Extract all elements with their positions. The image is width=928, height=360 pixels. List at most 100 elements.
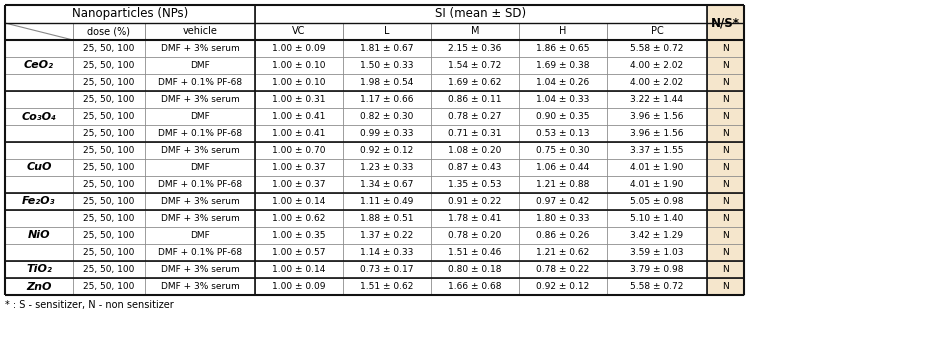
Text: 0.53 ± 0.13: 0.53 ± 0.13 bbox=[535, 129, 589, 138]
Bar bbox=[519, 40, 606, 57]
Bar bbox=[519, 278, 606, 295]
Bar bbox=[73, 40, 145, 57]
Text: 1.69 ± 0.62: 1.69 ± 0.62 bbox=[448, 78, 501, 87]
Text: 1.00 ± 0.62: 1.00 ± 0.62 bbox=[272, 214, 326, 223]
Bar bbox=[706, 40, 743, 57]
Bar bbox=[73, 91, 145, 108]
Bar bbox=[254, 227, 342, 244]
Bar bbox=[606, 74, 706, 91]
Bar bbox=[254, 142, 342, 159]
Text: 0.97 ± 0.42: 0.97 ± 0.42 bbox=[535, 197, 589, 206]
Bar bbox=[342, 210, 431, 227]
Bar bbox=[73, 227, 145, 244]
Bar bbox=[431, 227, 519, 244]
Bar bbox=[706, 278, 743, 295]
Text: 5.05 ± 0.98: 5.05 ± 0.98 bbox=[629, 197, 683, 206]
Bar bbox=[431, 261, 519, 278]
Bar bbox=[73, 57, 145, 74]
Bar bbox=[431, 210, 519, 227]
Bar bbox=[73, 159, 145, 176]
Text: DMF + 3% serum: DMF + 3% serum bbox=[161, 44, 239, 53]
Text: 0.73 ± 0.17: 0.73 ± 0.17 bbox=[360, 265, 413, 274]
Bar bbox=[5, 125, 73, 142]
Text: DMF: DMF bbox=[190, 112, 210, 121]
Bar bbox=[431, 261, 519, 278]
Text: 25, 50, 100: 25, 50, 100 bbox=[84, 197, 135, 206]
Bar bbox=[254, 142, 342, 159]
Bar bbox=[431, 142, 519, 159]
Text: vehicle: vehicle bbox=[183, 27, 217, 36]
Text: 1.17 ± 0.66: 1.17 ± 0.66 bbox=[360, 95, 413, 104]
Text: 4.00 ± 2.02: 4.00 ± 2.02 bbox=[630, 78, 683, 87]
Bar bbox=[5, 108, 73, 125]
Bar bbox=[706, 5, 743, 40]
Bar bbox=[519, 23, 606, 40]
Bar bbox=[5, 193, 73, 210]
Bar bbox=[606, 108, 706, 125]
Bar bbox=[254, 91, 342, 108]
Bar bbox=[5, 40, 73, 57]
Bar bbox=[73, 227, 145, 244]
Bar bbox=[606, 176, 706, 193]
Bar bbox=[431, 40, 519, 57]
Bar bbox=[431, 176, 519, 193]
Text: 25, 50, 100: 25, 50, 100 bbox=[84, 214, 135, 223]
Bar bbox=[606, 244, 706, 261]
Bar bbox=[706, 108, 743, 125]
Bar bbox=[431, 74, 519, 91]
Text: 1.11 ± 0.49: 1.11 ± 0.49 bbox=[360, 197, 413, 206]
Bar bbox=[519, 125, 606, 142]
Bar bbox=[431, 125, 519, 142]
Bar bbox=[519, 193, 606, 210]
Bar bbox=[519, 108, 606, 125]
Bar bbox=[145, 142, 254, 159]
Bar bbox=[606, 57, 706, 74]
Bar bbox=[342, 176, 431, 193]
Bar bbox=[73, 74, 145, 91]
Bar bbox=[431, 193, 519, 210]
Bar bbox=[73, 244, 145, 261]
Bar bbox=[606, 159, 706, 176]
Text: 1.06 ± 0.44: 1.06 ± 0.44 bbox=[535, 163, 589, 172]
Bar bbox=[5, 142, 73, 159]
Bar bbox=[606, 244, 706, 261]
Text: 3.96 ± 1.56: 3.96 ± 1.56 bbox=[629, 129, 683, 138]
Text: 0.75 ± 0.30: 0.75 ± 0.30 bbox=[535, 146, 589, 155]
Bar bbox=[606, 193, 706, 210]
Text: 25, 50, 100: 25, 50, 100 bbox=[84, 282, 135, 291]
Bar bbox=[431, 91, 519, 108]
Bar bbox=[5, 176, 73, 193]
Bar bbox=[706, 159, 743, 176]
Bar bbox=[342, 91, 431, 108]
Bar bbox=[145, 176, 254, 193]
Bar bbox=[73, 142, 145, 159]
Text: 1.54 ± 0.72: 1.54 ± 0.72 bbox=[448, 61, 501, 70]
Bar bbox=[519, 278, 606, 295]
Text: 0.86 ± 0.26: 0.86 ± 0.26 bbox=[535, 231, 589, 240]
Bar bbox=[519, 176, 606, 193]
Text: 1.00 ± 0.14: 1.00 ± 0.14 bbox=[272, 265, 326, 274]
Bar bbox=[5, 5, 254, 23]
Bar bbox=[254, 244, 342, 261]
Bar bbox=[431, 108, 519, 125]
Text: 0.80 ± 0.18: 0.80 ± 0.18 bbox=[448, 265, 501, 274]
Text: 1.00 ± 0.41: 1.00 ± 0.41 bbox=[272, 129, 326, 138]
Bar bbox=[342, 278, 431, 295]
Bar bbox=[254, 125, 342, 142]
Bar bbox=[606, 23, 706, 40]
Bar bbox=[706, 210, 743, 227]
Bar bbox=[519, 91, 606, 108]
Bar bbox=[73, 261, 145, 278]
Bar bbox=[73, 278, 145, 295]
Bar bbox=[5, 193, 73, 210]
Bar bbox=[706, 74, 743, 91]
Text: 0.78 ± 0.20: 0.78 ± 0.20 bbox=[448, 231, 501, 240]
Text: 1.66 ± 0.68: 1.66 ± 0.68 bbox=[448, 282, 501, 291]
Bar bbox=[519, 159, 606, 176]
Text: N: N bbox=[721, 146, 728, 155]
Bar bbox=[73, 193, 145, 210]
Bar bbox=[254, 57, 342, 74]
Bar bbox=[706, 261, 743, 278]
Bar bbox=[519, 142, 606, 159]
Text: 25, 50, 100: 25, 50, 100 bbox=[84, 129, 135, 138]
